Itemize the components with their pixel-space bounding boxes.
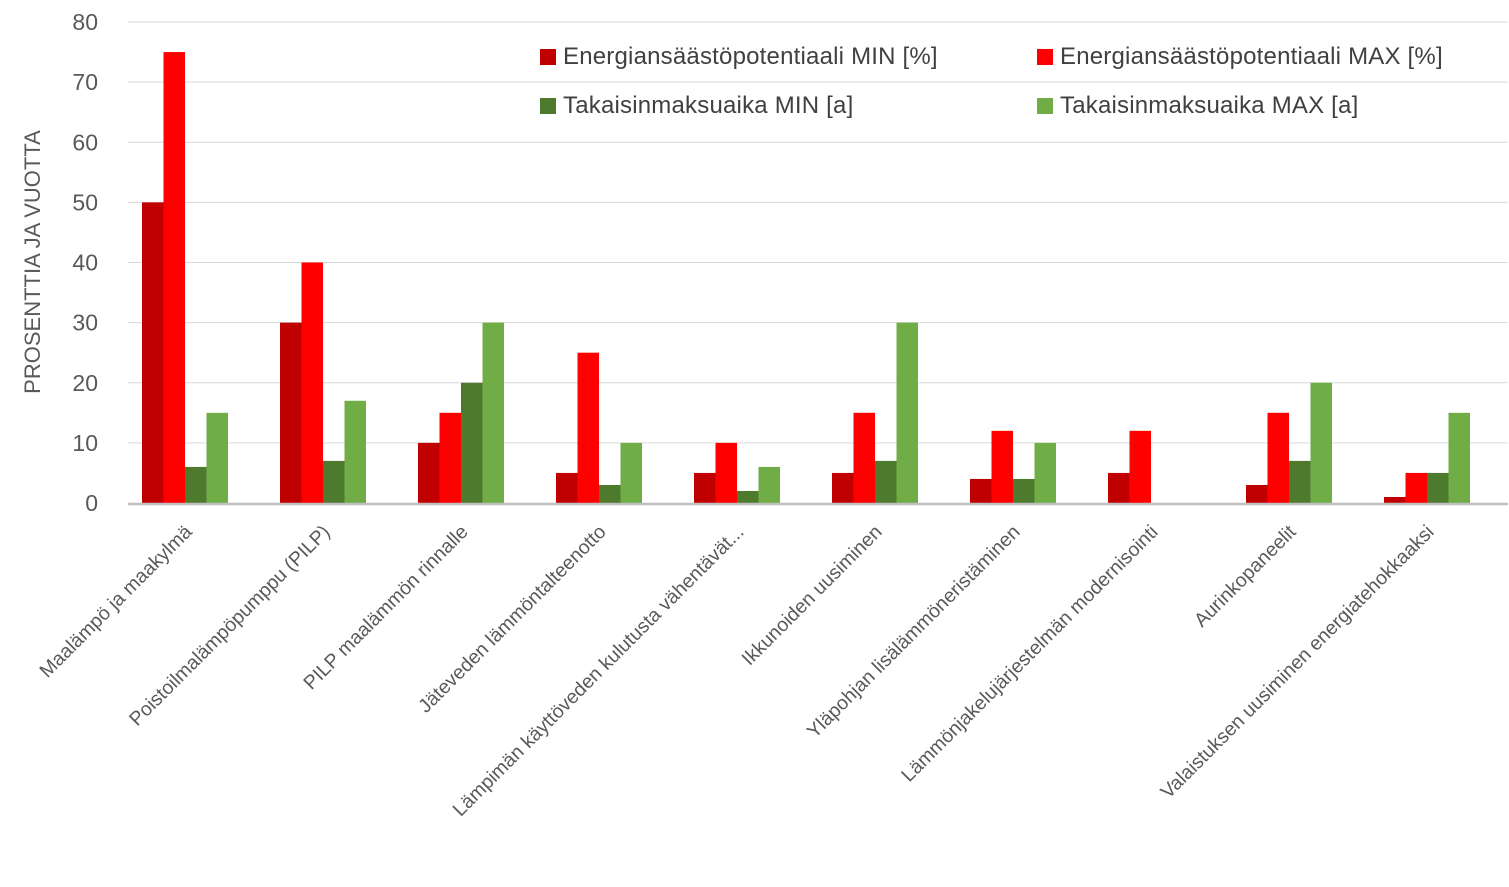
bar: [1427, 472, 1449, 503]
bar: [832, 472, 854, 503]
bar: [556, 472, 578, 503]
x-tick-label: Maalämpö ja maakylmä: [35, 521, 196, 682]
bar: [344, 400, 366, 503]
bar: [715, 442, 737, 503]
bar: [1013, 478, 1035, 503]
bar: [1034, 442, 1056, 503]
y-tick-label: 60: [72, 129, 98, 155]
legend-label-energy-max: Energiansäästöpotentiaali MAX [%]: [1060, 43, 1443, 70]
y-tick-label: 20: [72, 370, 98, 396]
bar: [1448, 412, 1470, 503]
bar: [1384, 496, 1406, 503]
bar: [439, 412, 461, 503]
x-tick-label: Aurinkopaneelit: [1190, 521, 1301, 632]
bar: [853, 412, 875, 503]
grid-layer: [128, 21, 1508, 444]
bar: [280, 322, 302, 503]
bar: [991, 430, 1013, 503]
y-tick-label: 10: [72, 430, 98, 456]
bar: [418, 442, 440, 503]
bar: [142, 202, 164, 503]
legend-item-energy-max: Energiansäästöpotentiaali MAX [%]: [1037, 40, 1443, 74]
bar: [163, 52, 185, 503]
y-tick-label: 70: [72, 69, 98, 95]
x-tick-label: Yläpohjan lisälämmöneristäminen: [803, 521, 1025, 743]
bar: [970, 478, 992, 503]
bar: [1310, 382, 1332, 503]
bar: [482, 322, 504, 503]
bar: [896, 322, 918, 503]
legend-item-payback-min: Takaisinmaksuaika MIN [a]: [540, 89, 853, 123]
bar: [1108, 472, 1130, 503]
bar: [1289, 460, 1311, 503]
x-tick-label: Lämmönjakelujärjestelmän modernisointi: [897, 521, 1162, 786]
bar: [1129, 430, 1151, 503]
bar: [620, 442, 642, 503]
legend-item-payback-max: Takaisinmaksuaika MAX [a]: [1037, 89, 1358, 123]
legend: Energiansäästöpotentiaali MIN [%] Energi…: [540, 40, 1508, 140]
bar: [1267, 412, 1289, 503]
legend-swatch-payback-max: [1037, 98, 1053, 114]
legend-item-energy-min: Energiansäästöpotentiaali MIN [%]: [540, 40, 938, 74]
bar: [1405, 472, 1427, 503]
bar: [206, 412, 228, 503]
bar: [185, 466, 207, 503]
x-tick-label: Ikkunoiden uusiminen: [738, 521, 887, 670]
bar: [599, 484, 621, 503]
y-tick-label: 40: [72, 250, 98, 276]
y-tick-label: 50: [72, 189, 98, 215]
bar: [737, 490, 759, 503]
bar: [875, 460, 897, 503]
bar: [577, 352, 599, 503]
bar: [758, 466, 780, 503]
bar: [461, 382, 483, 503]
y-axis-title: PROSENTTIA JA VUOTTA: [20, 130, 45, 394]
bar: [1246, 484, 1268, 503]
y-tick-label: 80: [72, 9, 98, 35]
x-tick-label: Lämpimän käyttöveden kulutusta vähentävä…: [449, 521, 749, 821]
y-tick-label: 0: [85, 490, 98, 516]
bars-layer: [142, 52, 1470, 503]
y-tick-label: 30: [72, 310, 98, 336]
x-tick-label: Valaistuksen uusiminen energiatehokkaaks…: [1156, 521, 1438, 803]
legend-label-energy-min: Energiansäästöpotentiaali MIN [%]: [563, 43, 938, 70]
bar: [301, 262, 323, 503]
legend-label-payback-max: Takaisinmaksuaika MAX [a]: [1060, 92, 1359, 119]
legend-swatch-energy-min: [540, 49, 556, 65]
legend-swatch-payback-min: [540, 98, 556, 114]
bar: [323, 460, 345, 503]
bar: [694, 472, 716, 503]
legend-label-payback-min: Takaisinmaksuaika MIN [a]: [563, 92, 854, 119]
legend-swatch-energy-max: [1037, 49, 1053, 65]
